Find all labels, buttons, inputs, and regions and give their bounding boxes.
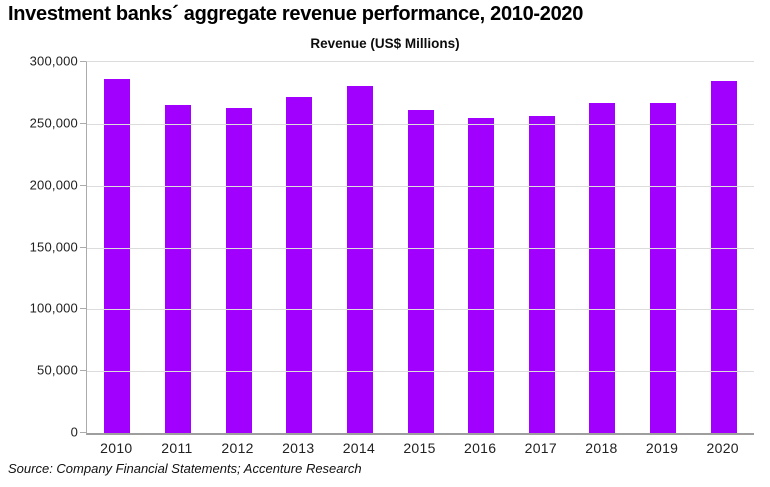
x-tick-label: 2012 bbox=[221, 440, 254, 456]
y-tick-label: 50,000 bbox=[37, 362, 78, 378]
revenue-bar-2017 bbox=[528, 116, 555, 433]
y-tick-label: 150,000 bbox=[29, 239, 78, 255]
bar-slot bbox=[390, 62, 451, 433]
y-tick-label: 250,000 bbox=[29, 115, 78, 131]
bar-slot bbox=[330, 62, 391, 433]
y-tick-mark bbox=[80, 247, 86, 248]
x-tick-label: 2020 bbox=[706, 440, 739, 456]
bar-slot bbox=[148, 62, 209, 433]
y-axis-labels: 300,000 250,000 200,000 150,000 100,000 50,00… bbox=[0, 54, 78, 440]
gridline bbox=[87, 124, 754, 125]
x-tick-label: 2010 bbox=[100, 440, 133, 456]
bar-slot bbox=[511, 62, 572, 433]
gridline bbox=[87, 309, 754, 310]
y-tick-label: 200,000 bbox=[29, 177, 78, 193]
gridline bbox=[87, 371, 754, 372]
revenue-bar-2014 bbox=[346, 85, 373, 433]
y-tick-label: 0 bbox=[70, 424, 78, 440]
revenue-bar-2013 bbox=[286, 96, 313, 433]
bar-slot bbox=[208, 62, 269, 433]
revenue-bar-2011 bbox=[164, 104, 191, 433]
x-tick-label: 2011 bbox=[161, 440, 193, 456]
x-tick-label: 2013 bbox=[282, 440, 315, 456]
x-tick-label: 2018 bbox=[585, 440, 618, 456]
y-tick-mark bbox=[80, 432, 86, 433]
y-tick-mark bbox=[80, 308, 86, 309]
y-tick-mark bbox=[80, 61, 86, 62]
x-tick-label: 2016 bbox=[463, 440, 497, 456]
gridline bbox=[87, 248, 754, 249]
bar-series bbox=[87, 62, 754, 433]
bar-slot bbox=[633, 62, 694, 433]
source-note: Source: Company Financial Statements; Ac… bbox=[8, 461, 362, 476]
revenue-bar-2020 bbox=[710, 80, 737, 433]
y-tick-mark bbox=[80, 123, 86, 124]
bar-slot bbox=[269, 62, 330, 433]
x-tick-label: 2017 bbox=[524, 440, 557, 456]
x-tick-label: 2019 bbox=[645, 440, 679, 456]
y-tick-mark bbox=[80, 185, 86, 186]
bar-slot bbox=[572, 62, 633, 433]
bar-slot bbox=[693, 62, 754, 433]
x-axis-labels: 2010 2011 2012 2013 2014 2015 2016 2017 2018 2019… bbox=[86, 440, 753, 456]
x-tick-label: 2015 bbox=[403, 440, 436, 456]
x-tick-label: 2014 bbox=[342, 440, 376, 456]
revenue-bar-2016 bbox=[468, 117, 495, 433]
plot-area bbox=[86, 61, 754, 435]
bar-slot bbox=[451, 62, 512, 433]
revenue-bar-2018 bbox=[589, 103, 616, 433]
bar-slot bbox=[87, 62, 148, 433]
chart-title: Investment banks´ aggregate revenue perf… bbox=[8, 3, 584, 25]
y-tick-mark bbox=[80, 370, 86, 371]
revenue-bar-2019 bbox=[650, 102, 677, 433]
y-tick-label: 300,000 bbox=[29, 53, 78, 69]
revenue-bar-2015 bbox=[407, 109, 434, 433]
y-tick-label: 100,000 bbox=[29, 300, 78, 316]
gridline bbox=[87, 186, 754, 187]
revenue-bar-2012 bbox=[225, 108, 252, 433]
y-axis-title: Revenue (US$ Millions) bbox=[310, 36, 460, 51]
revenue-bar-2010 bbox=[104, 79, 131, 433]
